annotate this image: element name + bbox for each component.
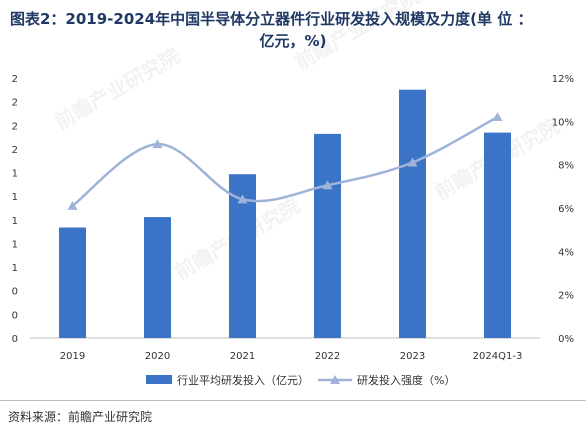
legend-swatch-bar bbox=[146, 375, 172, 384]
left-axis-tick-label: 2 bbox=[12, 145, 18, 156]
right-axis-tick-label: 0% bbox=[558, 334, 574, 345]
left-axis-tick-label: 2 bbox=[12, 74, 18, 85]
footer-divider bbox=[0, 400, 586, 401]
intensity-line bbox=[71, 115, 499, 207]
left-axis-tick-label: 1 bbox=[12, 239, 18, 250]
bar bbox=[399, 89, 426, 338]
left-axis-tick-label: 1 bbox=[12, 263, 18, 274]
line-point-marker bbox=[152, 139, 163, 149]
right-axis-tick-label: 6% bbox=[558, 204, 574, 215]
right-axis-tick-label: 2% bbox=[558, 291, 574, 302]
left-axis-tick-label: 0 bbox=[12, 287, 18, 298]
left-axis-tick-label: 1 bbox=[12, 169, 18, 180]
left-axis-tick-label: 0 bbox=[12, 310, 18, 321]
left-axis-tick-label: 1 bbox=[12, 192, 18, 203]
line-point-marker bbox=[237, 194, 248, 204]
left-axis-tick-label: 1 bbox=[12, 216, 18, 227]
tick-labels: 0 0 0 1 1 1 1 1 2 2 2 2 0% 2% 4% 6% 8% 10% 12% 2019 2020 2021… bbox=[12, 74, 574, 362]
left-axis-tick-label: 2 bbox=[12, 98, 18, 109]
title-line-1: 图表2：2019-2024年中国半导体分立器件行业研发投入规模及力度(单 位 ： bbox=[10, 10, 533, 28]
x-axis-tick-label: 2020 bbox=[145, 351, 170, 362]
legend-label-bar: 行业平均研发投入（亿元） bbox=[177, 373, 309, 387]
bar bbox=[314, 133, 341, 338]
line-series bbox=[67, 112, 503, 210]
x-axis-tick-label: 2023 bbox=[400, 351, 425, 362]
left-axis-tick-label: 0 bbox=[12, 334, 18, 345]
chart-title: 图表2：2019-2024年中国半导体分立器件行业研发投入规模及力度(单 位 ：… bbox=[10, 8, 576, 52]
legend: 行业平均研发投入（亿元） 研发投入强度（%） bbox=[146, 373, 455, 387]
legend-marker-line bbox=[330, 375, 340, 384]
line-point-marker bbox=[67, 200, 78, 210]
right-axis-tick-label: 10% bbox=[552, 117, 574, 128]
bar bbox=[59, 227, 86, 338]
watermark-text: 前瞻产业研究院 bbox=[291, 0, 424, 74]
source-note: 资料来源：前瞻产业研究院 bbox=[8, 410, 153, 424]
line-point-marker bbox=[322, 180, 333, 190]
watermark-text: 前瞻产业研究院 bbox=[51, 44, 184, 135]
x-axis-tick-label: 2021 bbox=[230, 351, 255, 362]
x-axis-tick-label: 2024Q1-3 bbox=[473, 351, 523, 362]
right-axis-tick-label: 4% bbox=[558, 247, 574, 258]
bar bbox=[484, 132, 511, 338]
x-axis-tick-label: 2022 bbox=[315, 351, 340, 362]
title-line-2: 亿元，%) bbox=[259, 32, 327, 50]
left-axis-tick-label: 2 bbox=[12, 121, 18, 132]
legend-label-line: 研发投入强度（%） bbox=[357, 373, 455, 387]
bar bbox=[144, 217, 171, 338]
line-point-marker bbox=[407, 157, 418, 167]
right-axis-tick-label: 8% bbox=[558, 161, 574, 172]
line-point-marker bbox=[492, 112, 503, 121]
x-axis-tick-label: 2019 bbox=[60, 351, 85, 362]
right-axis-tick-label: 12% bbox=[552, 74, 574, 85]
